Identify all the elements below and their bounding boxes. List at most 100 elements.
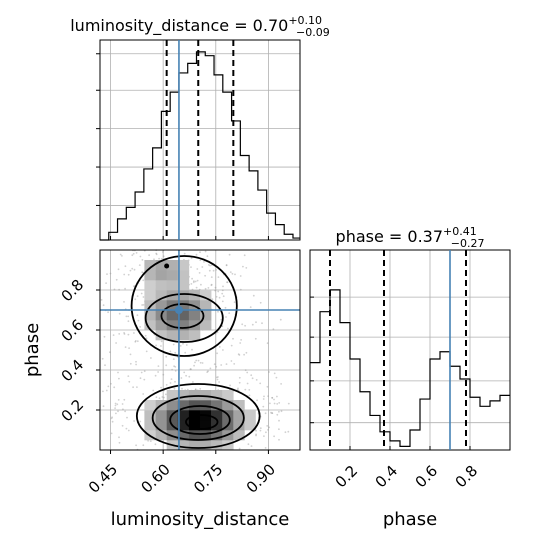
phase-hist-x-tick-labels: 0.2 0.4 0.6 0.8 xyxy=(332,462,482,492)
joint-sample-point xyxy=(210,276,213,278)
phase-hist-grid xyxy=(310,250,510,450)
joint-sample-point xyxy=(242,265,244,268)
joint-sample-point xyxy=(160,386,163,389)
joint-sample-point xyxy=(127,273,130,276)
joint-sample-point xyxy=(174,366,177,368)
joint-sample-point xyxy=(134,298,137,301)
joint-sample-point xyxy=(127,429,130,432)
joint-sample-point xyxy=(105,389,108,392)
joint-sample-point xyxy=(250,445,253,447)
joint-sample-point xyxy=(220,364,223,366)
joint-sample-point xyxy=(152,389,155,392)
joint-sample-point xyxy=(149,440,152,442)
joint-sample-point xyxy=(279,318,282,321)
joint-y-tick-labels: 0.2 0.4 0.6 0.8 xyxy=(58,276,88,426)
joint-sample-point xyxy=(147,439,150,442)
joint-y-axis-title: phase xyxy=(22,323,43,377)
joint-sample-point xyxy=(218,296,221,299)
joint-sample-point xyxy=(201,362,204,364)
joint-sample-point xyxy=(118,436,120,439)
joint-sample-point xyxy=(128,347,131,349)
joint-sample-point xyxy=(229,384,232,387)
joint-sample-point xyxy=(183,252,186,255)
ld-hist-grid xyxy=(100,40,300,240)
joint-density-cell xyxy=(177,330,190,341)
joint-sample-point xyxy=(215,295,218,298)
joint-sample-point xyxy=(255,434,257,437)
joint-sample-point xyxy=(214,286,217,289)
joint-sample-point xyxy=(123,398,126,401)
joint-sample-point xyxy=(138,264,141,266)
joint-sample-point xyxy=(275,376,278,379)
joint-sample-point xyxy=(141,271,144,274)
joint-sample-point xyxy=(106,273,108,275)
joint-sample-point xyxy=(124,287,126,290)
joint-sample-point xyxy=(143,370,146,373)
joint-sample-point xyxy=(110,432,113,435)
joint-density-cell xyxy=(222,390,234,401)
joint-sample-point xyxy=(160,340,163,343)
joint-sample-point xyxy=(269,402,271,405)
joint-sample-point xyxy=(154,374,157,377)
joint-sample-point xyxy=(119,253,122,256)
phase-xtick-label-0: 0.2 xyxy=(332,462,362,492)
joint-sample-point xyxy=(132,252,135,255)
joint-sample-point xyxy=(145,337,148,340)
joint-sample-point xyxy=(271,396,274,399)
joint-sample-point xyxy=(140,371,143,374)
joint-sample-point xyxy=(134,340,137,342)
joint-sample-point xyxy=(237,353,240,356)
joint-sample-point xyxy=(124,410,126,413)
joint-sample-point xyxy=(273,402,276,405)
joint-density-cell xyxy=(188,300,201,311)
joint-sample-point xyxy=(207,370,209,373)
joint-sample-point xyxy=(171,368,174,371)
joint-sample-point xyxy=(135,252,138,254)
joint-density-cell xyxy=(233,420,245,431)
joint-sample-point xyxy=(104,364,106,367)
joint-sample-point xyxy=(228,312,231,314)
joint-sample-point xyxy=(169,350,172,353)
joint-sample-point xyxy=(183,371,186,374)
joint-sample-point xyxy=(189,368,192,371)
joint-density-cell xyxy=(222,440,234,451)
joint-sample-point xyxy=(268,371,270,373)
joint-sample-point xyxy=(218,381,221,383)
joint-xtick-label-3: 0.90 xyxy=(243,460,279,496)
joint-sample-point xyxy=(206,371,209,373)
contour-outer-low xyxy=(135,383,261,449)
joint-density-cell xyxy=(233,400,245,411)
joint-sample-point xyxy=(262,405,265,408)
ld-title-main: luminosity_distance = 0.70 xyxy=(70,16,288,36)
joint-sample-point xyxy=(210,284,213,287)
joint-sample-point xyxy=(115,342,117,344)
joint-sample-point xyxy=(142,393,145,395)
joint-sample-point xyxy=(160,257,163,260)
joint-sample-point xyxy=(215,269,218,271)
phase-xtick-label-1: 0.4 xyxy=(372,462,402,492)
joint-sample-point xyxy=(116,403,119,406)
joint-density-cell xyxy=(155,290,167,301)
joint-sample-point xyxy=(273,372,276,375)
joint-ytick-label-0: 0.2 xyxy=(58,396,88,426)
joint-sample-point xyxy=(113,288,116,291)
joint-sample-point xyxy=(271,397,274,399)
joint-density-cell xyxy=(155,430,167,441)
joint-sample-point xyxy=(136,386,138,388)
joint-sample-point xyxy=(135,444,138,447)
joint-sample-point xyxy=(124,265,127,268)
joint-sample-point xyxy=(155,253,158,256)
joint-sample-point xyxy=(128,380,131,383)
joint-sample-point xyxy=(192,281,195,284)
phase-title-sub: −0.27 xyxy=(451,237,485,250)
joint-sample-point xyxy=(133,420,136,422)
joint-sample-point xyxy=(287,402,290,405)
joint-sample-point xyxy=(117,268,120,271)
joint-sample-point xyxy=(217,310,219,313)
joint-sample-point xyxy=(263,395,265,398)
joint-density-cell xyxy=(155,420,167,431)
joint-density-cell xyxy=(211,430,223,441)
phase-hist-ticks xyxy=(310,296,471,450)
joint-sample-point xyxy=(240,339,243,341)
joint-sample-point xyxy=(287,430,290,433)
